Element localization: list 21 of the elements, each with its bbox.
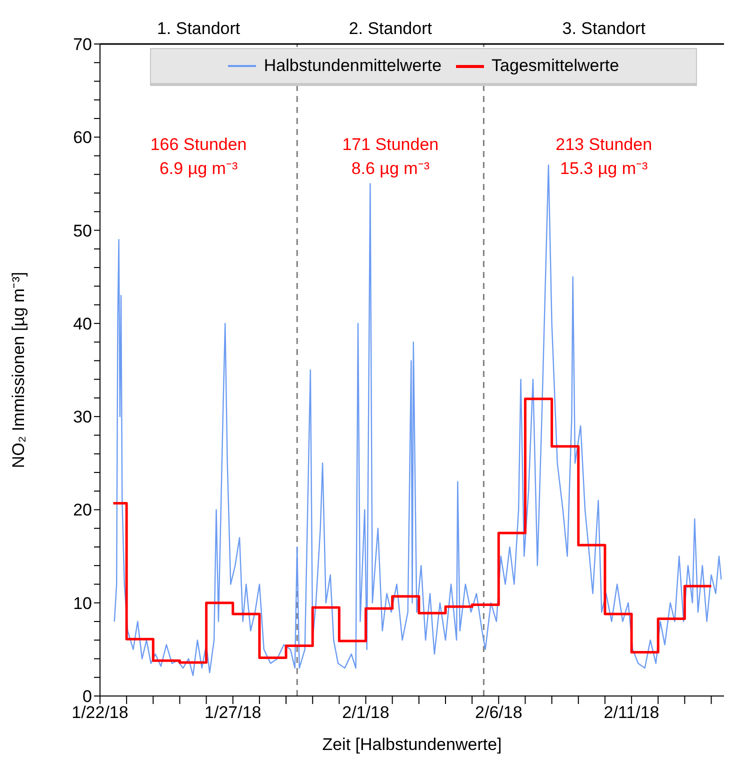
y-tick-label: 10 xyxy=(73,594,92,613)
x-tick-label: 1/27/18 xyxy=(204,703,262,722)
annotation: 213 Stunden 15.3 µg m⁻³ xyxy=(556,135,652,178)
annotation: 166 Stunden 6.9 µg m⁻³ xyxy=(150,135,247,178)
x-tick-label: 2/6/18 xyxy=(475,703,522,722)
text: 2. Standort xyxy=(348,19,432,38)
y-tick-label: 30 xyxy=(73,408,92,427)
y-tick-label: 70 xyxy=(73,35,92,54)
y-axis-title: NO₂ Immissionen [µg m⁻³] xyxy=(9,272,28,468)
y-tick-label: 20 xyxy=(73,500,92,520)
y-tick-label: 60 xyxy=(73,128,92,148)
legend-label: Tagesmittelwerte xyxy=(492,56,620,76)
x-axis-title: Zeit [Halbstundenwerte] xyxy=(322,735,502,754)
legend-label: Halbstundenmittelwerte xyxy=(264,56,442,76)
text: 3. Standort xyxy=(562,19,646,38)
annotation: 171 Stunden 8.6 µg m⁻³ xyxy=(342,135,439,178)
x-tick-label: 2/1/18 xyxy=(342,703,390,722)
x-tick-label: 2/11/18 xyxy=(604,703,660,722)
y-tick-label: 40 xyxy=(73,314,92,334)
text: 1. Standort xyxy=(156,19,240,38)
y-tick-label: 50 xyxy=(73,221,92,240)
